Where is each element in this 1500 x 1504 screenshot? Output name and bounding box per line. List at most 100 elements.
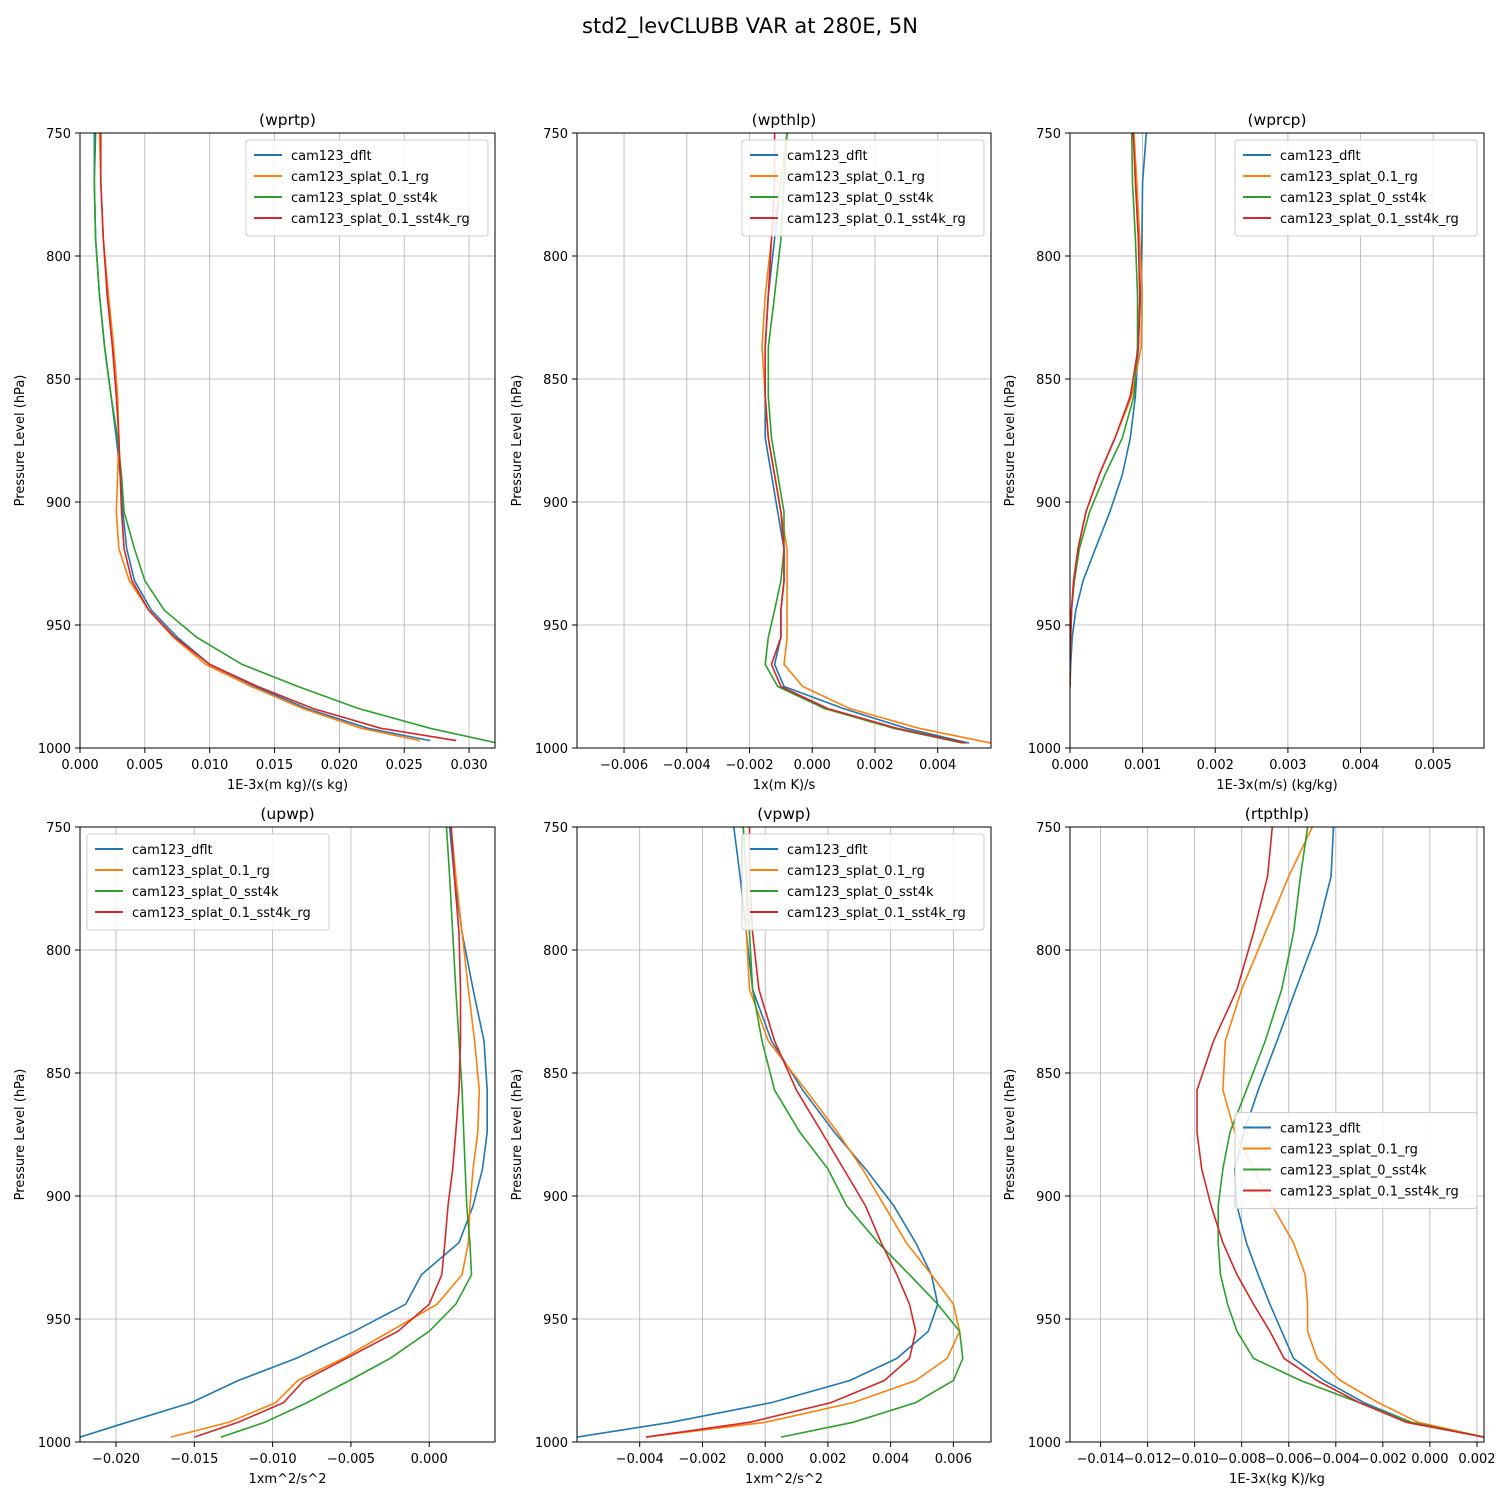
subplot-vpwp: −0.004 −0.002 0.000 0.002 0.004 0.006 750 800 85… xyxy=(510,805,992,1487)
x-tick-label: −0.002 xyxy=(678,1452,726,1467)
x-tick-label: 0.020 xyxy=(321,758,358,773)
x-tick-label: 0.000 xyxy=(61,758,98,773)
y-tick-label: 850 xyxy=(46,373,71,388)
legend-entry: cam123_splat_0.1_sst4k_rg xyxy=(1280,1185,1459,1200)
subplot-title: (rtpthlp) xyxy=(1245,805,1309,823)
legend-frame xyxy=(1234,1112,1478,1209)
x-tick-label: 0.001 xyxy=(1124,758,1161,773)
x-tick-label: −0.010 xyxy=(249,1452,297,1467)
legend-entry: cam123_splat_0.1_rg xyxy=(1280,1143,1418,1158)
series-line-cam123_splat_0.1_rg xyxy=(1070,133,1143,687)
x-axis-label: 1E-3x(m kg)/(s kg) xyxy=(227,778,348,793)
x-tick-label: 0.006 xyxy=(935,1452,972,1467)
y-tick-label: 900 xyxy=(1036,496,1061,511)
series-line-cam123_splat_0_sst4k xyxy=(1217,827,1484,1438)
legend-entry: cam123_splat_0.1_rg xyxy=(291,170,429,185)
y-tick-label: 850 xyxy=(543,373,568,388)
legend-entry: cam123_dflt xyxy=(787,149,868,164)
x-axis-label: 1xm^2/s^2 xyxy=(745,1472,823,1487)
series-line-cam123_dflt xyxy=(1070,133,1148,687)
legend: cam123_dflt cam123_splat_0.1_rg cam123_spl… xyxy=(741,833,985,931)
y-tick-label: 750 xyxy=(46,127,71,142)
series-line-cam123_splat_0.1_sst4k_rg xyxy=(645,827,917,1438)
series-line-cam123_splat_0.1_rg xyxy=(645,827,961,1438)
x-tick-label: 0.000 xyxy=(1051,758,1088,773)
x-tick-label: 0.000 xyxy=(411,1452,448,1467)
subplot-wpthlp: −0.006 −0.004 −0.002 0.000 0.002 0.004 750 800 8… xyxy=(510,111,992,793)
series-line-cam123_splat_0_sst4k xyxy=(742,827,964,1438)
x-tick-label: −0.004 xyxy=(616,1452,664,1467)
y-tick-label: 900 xyxy=(1036,1190,1061,1205)
x-tick-label: 0.030 xyxy=(450,758,487,773)
axes-frame xyxy=(1069,132,1485,749)
y-tick-label: 850 xyxy=(1036,373,1061,388)
x-tick-label: 0.003 xyxy=(1269,758,1306,773)
y-axis-label: Pressure Level (hPa) xyxy=(510,375,525,507)
axes-frame xyxy=(79,826,496,1443)
y-tick-label: 750 xyxy=(543,821,568,836)
series-line-cam123_splat_0_sst4k xyxy=(93,133,495,744)
legend-entry: cam123_splat_0_sst4k xyxy=(787,191,934,206)
x-axis-label: 1x(m K)/s xyxy=(753,778,816,793)
y-tick-label: 900 xyxy=(46,1190,71,1205)
y-tick-label: 750 xyxy=(1036,821,1061,836)
y-tick-label: 1000 xyxy=(1028,1436,1061,1451)
y-tick-label: 800 xyxy=(543,944,568,959)
y-tick-label: 900 xyxy=(543,1190,568,1205)
y-tick-label: 750 xyxy=(543,127,568,142)
legend-entry: cam123_splat_0_sst4k xyxy=(787,885,934,900)
x-tick-label: 0.025 xyxy=(386,758,423,773)
y-tick-label: 750 xyxy=(1036,127,1061,142)
y-tick-label: 1000 xyxy=(535,1436,568,1451)
legend: cam123_dflt cam123_splat_0.1_rg cam123_spl… xyxy=(86,833,330,931)
x-tick-label: 0.002 xyxy=(1458,1452,1495,1467)
x-tick-label: −0.020 xyxy=(92,1452,140,1467)
legend-frame xyxy=(741,833,985,931)
y-tick-label: 1000 xyxy=(535,742,568,757)
legend-entry: cam123_splat_0_sst4k xyxy=(132,885,279,900)
y-tick-label: 900 xyxy=(46,496,71,511)
legend-frame xyxy=(245,139,489,237)
legend-frame xyxy=(1234,139,1478,237)
y-tick-label: 950 xyxy=(543,619,568,634)
x-tick-label: −0.010 xyxy=(1171,1452,1219,1467)
y-tick-label: 800 xyxy=(543,250,568,265)
x-tick-label: 0.002 xyxy=(1197,758,1234,773)
series-line-cam123_splat_0.1_sst4k_rg xyxy=(1196,827,1484,1438)
y-tick-label: 800 xyxy=(46,944,71,959)
subplot-wprcp: 0.000 0.001 0.002 0.003 0.004 0.005 750 800 850 9… xyxy=(1003,111,1485,793)
series-line-cam123_dflt xyxy=(80,827,489,1438)
y-tick-label: 750 xyxy=(46,821,71,836)
figure-title: std2_levCLUBB VAR at 280E, 5N xyxy=(582,14,918,38)
subplot-title: (vpwp) xyxy=(757,805,811,823)
x-tick-label: −0.002 xyxy=(1359,1452,1407,1467)
subplot-title: (wpthlp) xyxy=(752,111,817,129)
legend-entry: cam123_dflt xyxy=(1280,1122,1361,1137)
y-tick-label: 800 xyxy=(46,250,71,265)
legend-entry: cam123_splat_0_sst4k xyxy=(1280,1164,1427,1179)
series-line-cam123_dflt xyxy=(1233,827,1484,1438)
axes-frame xyxy=(576,826,992,1443)
y-tick-label: 850 xyxy=(1036,1067,1061,1082)
y-tick-label: 950 xyxy=(1036,619,1061,634)
legend-frame xyxy=(86,833,330,931)
legend-entry: cam123_dflt xyxy=(1280,149,1361,164)
x-tick-label: −0.008 xyxy=(1218,1452,1266,1467)
x-axis-label: 1E-3x(kg K)/kg xyxy=(1229,1472,1325,1487)
legend: cam123_dflt cam123_splat_0.1_rg cam123_spl… xyxy=(245,139,489,237)
legend-entry: cam123_dflt xyxy=(132,843,213,858)
y-tick-label: 1000 xyxy=(1028,742,1061,757)
x-tick-label: −0.005 xyxy=(327,1452,375,1467)
legend-entry: cam123_splat_0.1_rg xyxy=(132,864,270,879)
series-line-cam123_splat_0.1_sst4k_rg xyxy=(1070,133,1141,687)
y-tick-label: 950 xyxy=(1036,1313,1061,1328)
x-tick-label: −0.002 xyxy=(725,758,773,773)
subplot-upwp: −0.020 −0.015 −0.010 −0.005 0.000 750 800 850 90… xyxy=(13,805,496,1487)
x-tick-label: 0.010 xyxy=(191,758,228,773)
x-axis-label: 1xm^2/s^2 xyxy=(248,1472,326,1487)
y-tick-label: 950 xyxy=(46,1313,71,1328)
subplot-wprtp: 0.000 0.005 0.010 0.015 0.020 0.025 0.030 750 80… xyxy=(13,111,496,793)
x-tick-label: 0.004 xyxy=(1342,758,1379,773)
y-tick-label: 950 xyxy=(46,619,71,634)
